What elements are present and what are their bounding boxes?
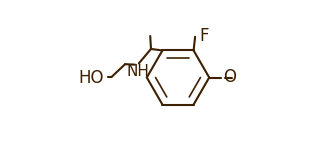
Text: NH: NH — [126, 64, 150, 79]
Text: HO: HO — [78, 69, 104, 87]
Text: O: O — [223, 68, 236, 86]
Text: F: F — [199, 27, 208, 44]
